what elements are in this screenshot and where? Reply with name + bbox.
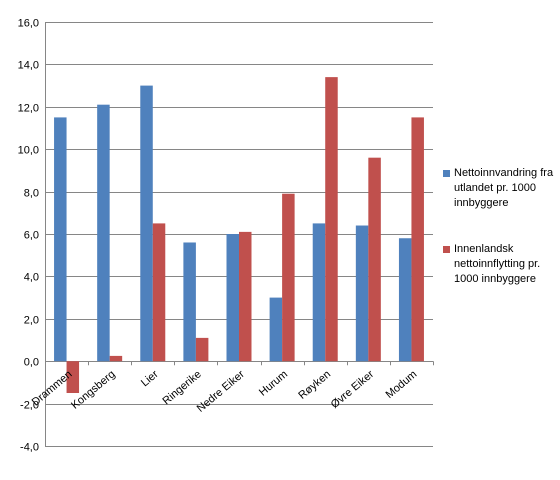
legend-label-nettoinnvandring: Nettoinnvandring fra utlandet pr. 1000 i… (454, 167, 554, 209)
x-category-label: Hurum (257, 368, 290, 398)
y-tick-label: 10,0 (18, 145, 39, 157)
bar (183, 242, 196, 362)
bar (312, 223, 326, 362)
bar (152, 223, 166, 362)
y-tick-label: 16,0 (18, 18, 39, 30)
legend-swatch-red (443, 246, 450, 253)
bar (54, 117, 67, 362)
x-category-label: Lier (139, 368, 161, 389)
y-tick-label: 4,0 (24, 272, 39, 284)
bar (355, 225, 369, 362)
legend-label-innenlandsk: Innenlandsk nettoinnflytting pr. 1000 in… (454, 243, 541, 285)
bar (239, 231, 252, 362)
y-tick-label: 12,0 (18, 103, 39, 115)
bar (269, 297, 283, 362)
axes (45, 22, 434, 446)
x-category-label: Ringerike (161, 368, 204, 407)
bar (325, 77, 338, 362)
bar (411, 117, 424, 362)
y-tick-label: -4,0 (20, 442, 39, 454)
y-tick-label: 8,0 (24, 188, 39, 200)
x-category-label: Nedre Eiker (195, 368, 247, 415)
legend-swatch-blue (443, 170, 450, 177)
x-category-label: Røyken (296, 368, 333, 402)
bar (226, 234, 239, 362)
bar (195, 337, 209, 362)
y-axis-tick-labels: -4,0 -2,0 0,0 2,0 4,0 6,0 8,0 10,0 12,0 14,0 16,0 (18, 18, 39, 454)
y-tick-label: 0,0 (24, 357, 39, 369)
bar (398, 238, 412, 362)
y-tick-label: -2,0 (20, 400, 39, 412)
y-tick-label: 14,0 (18, 60, 39, 72)
y-tick-label: 2,0 (24, 315, 39, 327)
bars (54, 77, 424, 393)
bar (368, 157, 381, 362)
bar (140, 85, 153, 362)
bar (109, 355, 123, 362)
bar (97, 104, 110, 362)
x-category-label: Modum (384, 368, 420, 401)
y-tick-label: 6,0 (24, 230, 39, 242)
bar (282, 193, 295, 362)
bar (66, 361, 80, 393)
